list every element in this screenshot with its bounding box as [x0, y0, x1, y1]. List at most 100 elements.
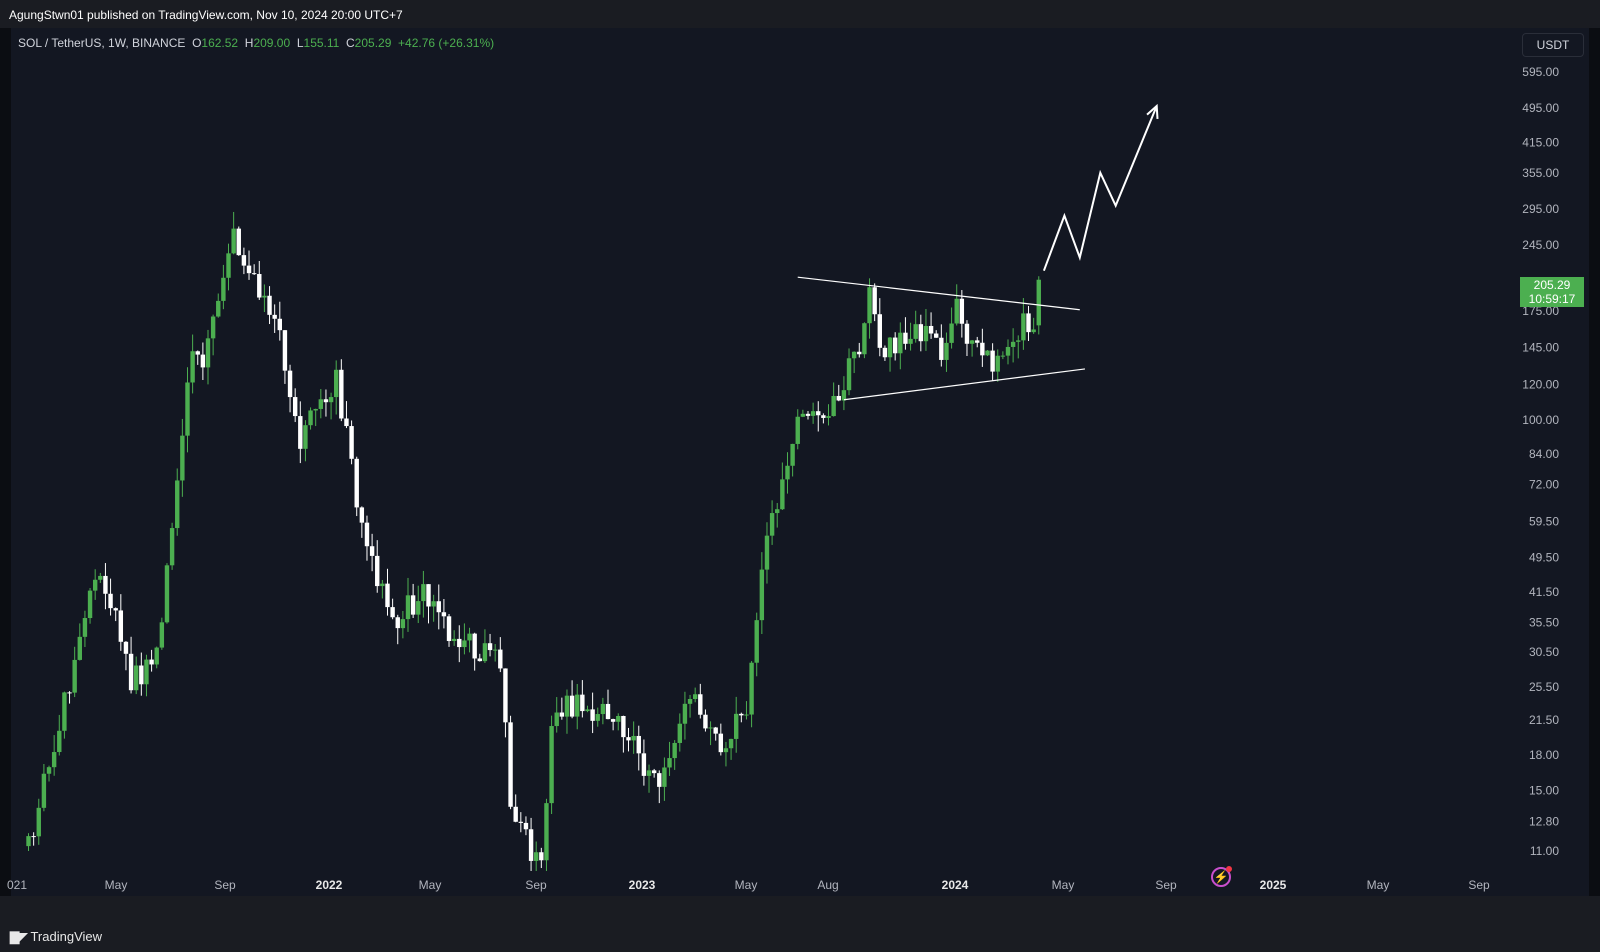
y-tick-label: 18.00: [1529, 748, 1559, 762]
candle-body: [1000, 355, 1006, 357]
y-tick-label: 35.50: [1529, 615, 1559, 629]
low-value: 155.11: [303, 36, 340, 50]
candle-body: [195, 351, 200, 355]
candle-body: [159, 622, 165, 648]
candle-body: [718, 733, 724, 753]
candle-body: [467, 633, 472, 641]
candle-body: [487, 643, 493, 651]
candle-body: [816, 411, 821, 416]
candle-body: [364, 522, 370, 547]
candle-body: [795, 416, 800, 444]
projection-arrowhead: [1146, 103, 1159, 119]
candle-body: [534, 852, 539, 861]
candle-body: [934, 333, 939, 338]
candle-body: [318, 399, 324, 409]
x-tick-label: May: [1052, 878, 1075, 892]
candle-body: [257, 274, 262, 298]
symbol-label[interactable]: SOL / TetherUS, 1W, BINANCE: [18, 36, 186, 50]
y-tick-label: 15.00: [1529, 783, 1559, 797]
candle-body: [569, 695, 575, 717]
candle-body: [72, 659, 77, 693]
candle-body: [426, 584, 431, 607]
candle-body: [246, 265, 252, 274]
y-tick-label: 41.50: [1529, 585, 1559, 599]
candle-body: [544, 803, 549, 861]
close-label: C: [346, 36, 355, 50]
candle-body: [626, 737, 631, 741]
currency-button[interactable]: USDT: [1522, 33, 1584, 57]
x-tick-label: 2025: [1260, 878, 1287, 892]
lightning-alert-icon[interactable]: ⚡: [1211, 866, 1232, 887]
x-tick-label: Sep: [1155, 878, 1177, 892]
candle-body: [605, 703, 611, 720]
candle-body: [262, 295, 267, 298]
candle-body: [564, 695, 570, 717]
candle-body: [313, 408, 318, 411]
candle-body: [980, 342, 985, 356]
projection-path: [1042, 105, 1158, 272]
candle-body: [759, 569, 765, 621]
candle-body: [975, 340, 980, 343]
candle-body: [646, 770, 652, 776]
candle-body: [698, 694, 703, 715]
candle-body: [1026, 313, 1031, 333]
y-tick-label: 295.00: [1522, 202, 1559, 216]
candle-body: [405, 595, 411, 620]
candle-body: [26, 836, 31, 847]
candle-body: [472, 633, 477, 659]
candle-body: [87, 590, 93, 619]
candle-body: [600, 703, 606, 715]
change-value: +42.76 (+26.31%): [398, 36, 495, 50]
candle-body: [877, 314, 882, 348]
candle-body: [103, 575, 108, 594]
candle-body: [31, 836, 36, 838]
candle-body: [708, 727, 713, 729]
chart-pane[interactable]: [11, 28, 1589, 896]
y-tick-label: 120.00: [1522, 378, 1559, 392]
y-tick-label: 72.00: [1529, 477, 1559, 491]
candle-body: [800, 413, 806, 417]
candle-body: [390, 607, 395, 618]
candle-body: [636, 735, 641, 754]
candle-body: [831, 395, 836, 417]
candle-body: [451, 638, 457, 642]
candle-body: [1010, 341, 1016, 347]
candle-body: [410, 595, 416, 615]
candle-body: [677, 723, 682, 743]
x-tick-label: 2024: [942, 878, 969, 892]
candle-body: [457, 638, 462, 648]
publish-info: AgungStwn01 published on TradingView.com…: [9, 8, 403, 22]
high-label: H: [244, 36, 254, 50]
ohlc-legend: SOL / TetherUS, 1W, BINANCE O162.52 H209…: [18, 36, 494, 50]
candle-body: [354, 458, 359, 508]
candle-body: [328, 397, 334, 403]
candle-body: [903, 332, 908, 344]
tradingview-brand[interactable]: ▇◤ TradingView: [10, 929, 102, 944]
candle-body: [857, 351, 862, 355]
candle-body: [492, 649, 498, 651]
bar-countdown: 10:59:17: [1528, 292, 1576, 306]
candle-body: [134, 665, 139, 691]
candle-body: [128, 653, 134, 691]
candle-body: [913, 324, 918, 339]
candle-body: [272, 314, 277, 319]
y-tick-label: 59.50: [1529, 514, 1559, 528]
candle-body: [728, 738, 734, 749]
candle-body: [118, 610, 124, 642]
tradingview-logo-icon: ▇◤: [10, 929, 27, 944]
candle-body: [744, 714, 749, 716]
x-tick-label: Aug: [817, 878, 838, 892]
candle-body: [985, 350, 990, 356]
candle-body: [298, 416, 303, 449]
x-tick-label: 021: [7, 878, 27, 892]
candle-body: [287, 370, 293, 398]
candle-body: [62, 692, 67, 731]
candle-body: [36, 807, 41, 837]
candle-body: [139, 665, 144, 685]
candle-body: [610, 719, 616, 722]
candle-body: [241, 255, 247, 266]
candle-body: [98, 575, 103, 580]
candle-body: [554, 712, 559, 727]
candle-body: [580, 694, 585, 712]
